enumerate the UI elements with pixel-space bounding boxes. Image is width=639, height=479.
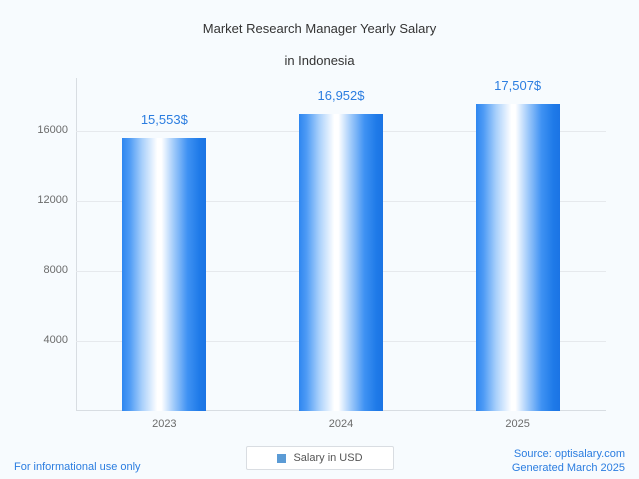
chart-legend[interactable]: Salary in USD [246, 446, 394, 470]
footer-generated: Generated March 2025 [511, 462, 625, 474]
footer-disclaimer: For informational use only [14, 461, 141, 473]
bar-2023[interactable] [122, 138, 207, 411]
plot-area [76, 78, 606, 411]
bar-value-label-2023: 15,553$ [140, 112, 188, 128]
bar-value-label-2024: 16,952$ [317, 87, 365, 103]
bar-2025[interactable] [475, 104, 560, 411]
footer-source: Source: optisalary.com [513, 448, 625, 460]
y-tick-label: 12000 [37, 193, 68, 206]
bar-value-label-2025: 17,507$ [494, 78, 542, 94]
x-tick-label-2024: 2024 [328, 418, 354, 430]
y-axis-line [76, 78, 77, 411]
x-tick-label-2023: 2023 [152, 418, 177, 430]
chart-title: Market Research Manager Yearly Salary in… [0, 5, 639, 69]
y-tick-label: 4000 [43, 333, 68, 346]
bar-2024[interactable] [299, 113, 383, 411]
y-tick-label: 8000 [43, 263, 68, 276]
chart-title-line-1: Market Research Manager Yearly Salary [202, 21, 437, 36]
legend-label-salary-in-usd: Salary in USD [293, 452, 363, 464]
legend-swatch-icon [277, 453, 287, 463]
y-tick-label: 16000 [37, 123, 68, 136]
x-tick-label-2025: 2025 [505, 418, 530, 430]
footer-attribution: Source: optisalary.com Generated March 2… [512, 447, 625, 475]
y-axis-tick-labels: 4000 8000 12000 16000 [0, 78, 68, 411]
chart-title-line-2: in Indonesia [284, 53, 355, 68]
